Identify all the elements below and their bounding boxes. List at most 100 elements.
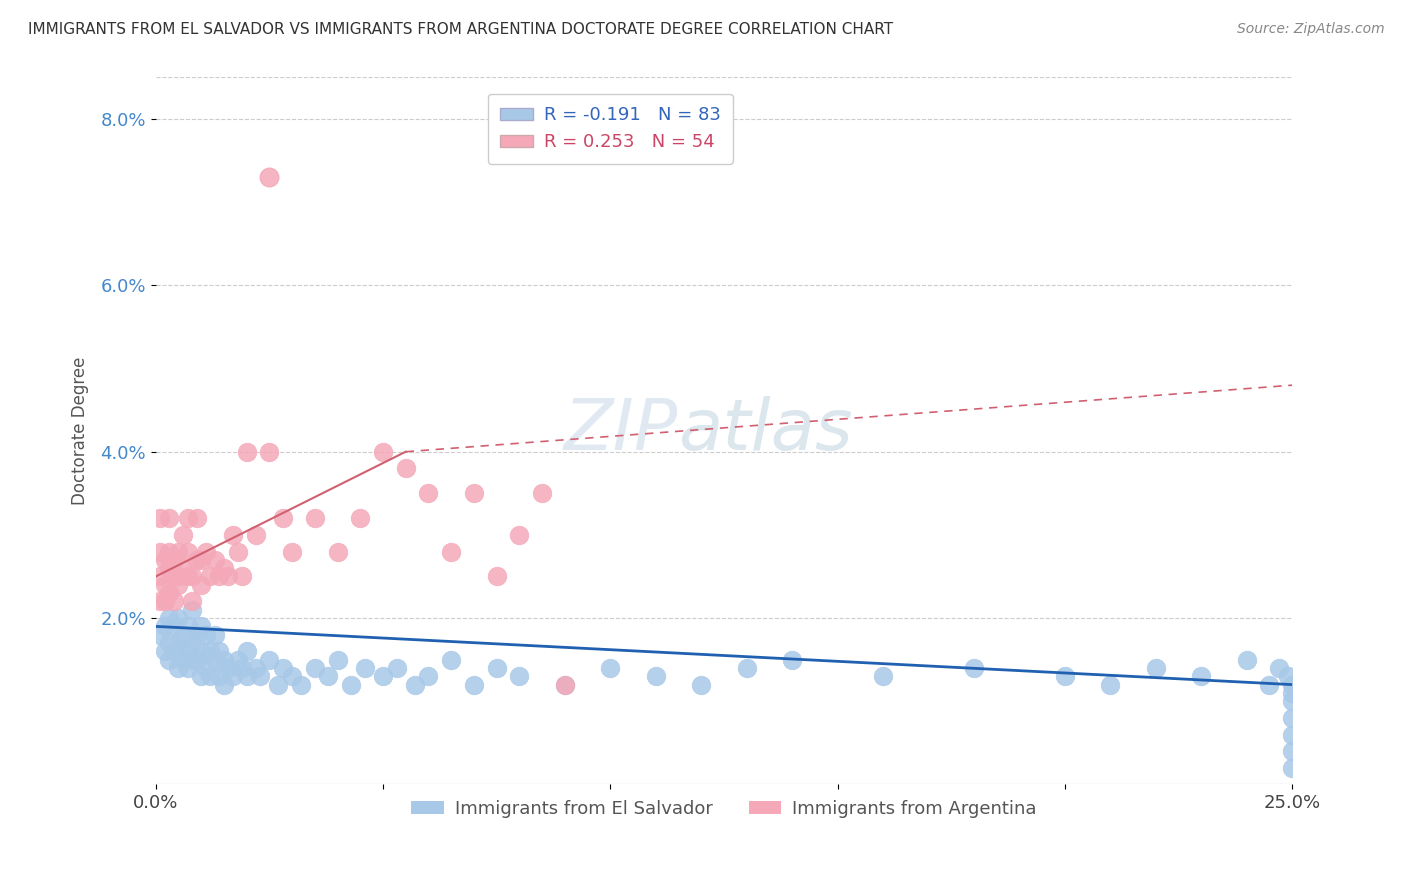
Point: [1277, 669, 1299, 683]
Point: [181, 653, 204, 667]
Point: [259, 444, 281, 458]
Point: [153, 619, 176, 633]
Point: [181, 636, 204, 650]
Point: [149, 511, 172, 525]
Point: [1099, 678, 1122, 692]
Point: [463, 486, 485, 500]
Point: [1281, 744, 1303, 758]
Point: [872, 669, 894, 683]
Point: [245, 528, 267, 542]
Point: [340, 678, 363, 692]
Point: [304, 511, 326, 525]
Text: Source: ZipAtlas.com: Source: ZipAtlas.com: [1237, 22, 1385, 37]
Text: ZIP: ZIP: [564, 396, 679, 466]
Point: [204, 628, 226, 642]
Point: [153, 553, 176, 567]
Point: [208, 569, 231, 583]
Point: [157, 611, 180, 625]
Point: [157, 544, 180, 558]
Point: [226, 544, 249, 558]
Point: [231, 661, 253, 675]
Point: [485, 661, 508, 675]
Point: [231, 569, 253, 583]
Point: [304, 661, 326, 675]
Legend: Immigrants from El Salvador, Immigrants from Argentina: Immigrants from El Salvador, Immigrants …: [404, 792, 1043, 825]
Point: [508, 528, 530, 542]
Point: [353, 661, 375, 675]
Point: [271, 511, 294, 525]
Point: [259, 653, 281, 667]
Point: [167, 569, 190, 583]
Point: [176, 511, 198, 525]
Point: [149, 594, 172, 608]
Point: [235, 444, 257, 458]
Point: [508, 669, 530, 683]
Point: [157, 653, 180, 667]
Point: [157, 636, 180, 650]
Point: [157, 561, 180, 575]
Point: [149, 544, 172, 558]
Point: [194, 661, 217, 675]
Text: atlas: atlas: [679, 396, 853, 466]
Point: [157, 511, 180, 525]
Point: [212, 653, 235, 667]
Point: [200, 644, 222, 658]
Point: [644, 669, 666, 683]
Point: [1258, 678, 1281, 692]
Point: [326, 544, 349, 558]
Point: [176, 619, 198, 633]
Point: [208, 644, 231, 658]
Point: [186, 511, 208, 525]
Point: [259, 170, 281, 185]
Point: [245, 661, 267, 675]
Point: [194, 628, 217, 642]
Point: [167, 636, 190, 650]
Point: [172, 653, 194, 667]
Point: [440, 544, 463, 558]
Point: [163, 644, 186, 658]
Point: [181, 569, 204, 583]
Point: [1236, 653, 1258, 667]
Point: [318, 669, 340, 683]
Point: [418, 486, 440, 500]
Point: [281, 669, 304, 683]
Point: [395, 461, 418, 475]
Point: [163, 619, 186, 633]
Point: [190, 578, 212, 592]
Point: [222, 528, 245, 542]
Point: [172, 561, 194, 575]
Point: [176, 544, 198, 558]
Point: [404, 678, 426, 692]
Point: [167, 661, 190, 675]
Point: [153, 594, 176, 608]
Point: [267, 678, 290, 692]
Point: [326, 653, 349, 667]
Point: [217, 661, 239, 675]
Point: [1267, 661, 1289, 675]
Point: [212, 678, 235, 692]
Point: [271, 661, 294, 675]
Point: [186, 653, 208, 667]
Point: [181, 594, 204, 608]
Point: [385, 661, 408, 675]
Point: [371, 669, 394, 683]
Point: [690, 678, 713, 692]
Point: [181, 603, 204, 617]
Point: [212, 561, 235, 575]
Point: [290, 678, 312, 692]
Point: [172, 528, 194, 542]
Point: [249, 669, 271, 683]
Point: [554, 678, 576, 692]
Point: [163, 569, 186, 583]
Point: [194, 544, 217, 558]
Point: [167, 611, 190, 625]
Point: [222, 669, 245, 683]
Point: [735, 661, 758, 675]
Point: [226, 653, 249, 667]
Point: [1281, 686, 1303, 700]
Point: [1053, 669, 1076, 683]
Point: [186, 628, 208, 642]
Point: [217, 569, 239, 583]
Point: [186, 553, 208, 567]
Point: [163, 594, 186, 608]
